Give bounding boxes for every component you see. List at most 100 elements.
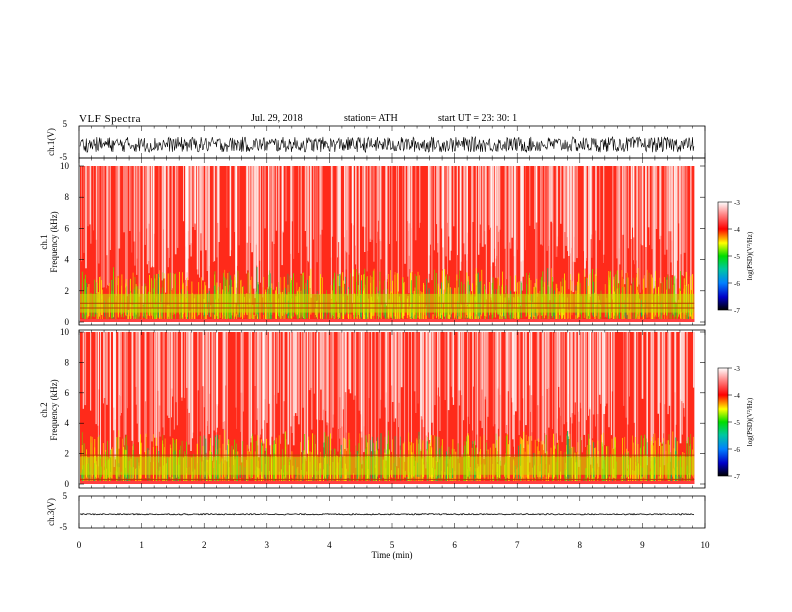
spectrogram-ch1-streak: [117, 166, 119, 286]
spectrogram-ch1-streak: [633, 166, 634, 261]
spectrogram-ch2-streak: [361, 332, 363, 417]
spectrogram-ch2-streak: [497, 332, 499, 429]
spectrogram-ch1-streak: [164, 166, 166, 279]
spectrogram-ch2-emission: [496, 472, 498, 479]
spectrogram-ch2-streak: [224, 332, 226, 461]
spectrogram-ch2-emission: [406, 476, 408, 484]
spectrogram-ch2-emission: [432, 477, 434, 484]
start-time-label: start UT = 23: 30: 1: [438, 113, 518, 124]
y-tick-label: 0: [65, 479, 70, 489]
spectrogram-ch1-emission: [614, 312, 616, 322]
spectrogram-ch1-streak: [428, 166, 430, 274]
spectrogram-ch2-streak: [213, 332, 216, 431]
spectrogram-ch1-streak: [106, 166, 108, 256]
spectrogram-ch1-emission: [562, 307, 564, 319]
spectrogram-ch1-emission: [155, 307, 156, 319]
spectrogram-ch1-streak: [585, 166, 587, 261]
spectrogram-ch2-streak: [114, 332, 117, 460]
spectrogram-ch1-streak: [163, 166, 166, 279]
spectrogram-ch2-streak: [361, 332, 363, 465]
spectrogram-ch2-streak: [355, 332, 357, 468]
spectrogram-ch2-streak: [426, 332, 429, 462]
spectrogram-ch1-streak: [535, 166, 537, 288]
colorbar-ch1: [717, 201, 729, 311]
spectrogram-ch1-streak: [95, 166, 97, 240]
spectrogram-ch2-streak: [123, 332, 125, 446]
spectrogram-ch2-streak: [475, 332, 477, 446]
x-tick-label: 6: [452, 540, 457, 550]
spectrogram-ch2-streak: [597, 332, 598, 464]
spectrogram-ch2-emission: [300, 470, 302, 481]
spectrogram-ch2-streak: [158, 332, 160, 432]
spectrogram-ch1-streak: [466, 166, 468, 261]
spectrogram-ch1-streak: [144, 166, 146, 245]
spectrogram-ch1-streak: [385, 166, 387, 306]
x-tick-label: 10: [701, 540, 711, 550]
spectrogram-ch1-emission: [329, 310, 331, 320]
spectrogram-ch1-streak: [408, 166, 410, 256]
spectrogram-ch1-streak: [366, 166, 368, 272]
spectrogram-ch1-streak: [291, 166, 293, 222]
spectrogram-ch1-streak: [686, 166, 688, 304]
spectrogram-ch1-streak: [238, 166, 240, 246]
x-tick-label: 7: [515, 540, 520, 550]
spectrogram-ch1-emission: [96, 313, 98, 321]
spectrogram-ch2-streak: [560, 332, 562, 416]
spectrogram-ch2-streak: [447, 332, 450, 411]
date-label: Jul. 29, 2018: [251, 113, 303, 124]
spectrogram-ch1-streak: [567, 166, 569, 252]
y-tick-label: 4: [65, 418, 70, 428]
spectrogram-ch2-streak: [225, 332, 227, 386]
spectrogram-ch2-streak: [123, 332, 125, 455]
spectrogram-ch1-emission: [637, 268, 639, 315]
spectrogram-ch1-streak: [407, 166, 409, 222]
spectrogram-ch2-emission: [283, 476, 285, 482]
spectrogram-ch1-streak: [511, 166, 513, 238]
spectrogram-ch1-streak: [358, 166, 360, 275]
spectrogram-ch2-streak: [103, 332, 104, 404]
spectrogram-ch2-streak: [176, 332, 178, 426]
spectrogram-ch1-streak: [411, 166, 412, 229]
spectrogram-ch2-streak: [190, 332, 192, 451]
spectrogram-ch1-streak: [115, 166, 117, 296]
colorbar-tick-label: -7: [734, 473, 740, 481]
spectrogram-ch1-emission: [466, 272, 468, 315]
spectrogram-ch1-streak: [367, 166, 369, 251]
ch1-spec-ylabel-line2: Frequency (kHz): [49, 211, 59, 272]
spectrogram-ch2-streak: [561, 332, 563, 443]
spectrogram-ch2-streak: [610, 332, 612, 436]
spectrogram-ch1-emission: [189, 310, 191, 319]
spectrogram-ch1-streak: [192, 166, 194, 227]
spectrogram-ch1-streak: [314, 166, 317, 295]
colorbar-tick-label: -4: [734, 392, 740, 400]
spectrogram-ch2-streak: [132, 332, 134, 458]
spectrogram-ch1-emission: [401, 309, 403, 318]
spectrogram-ch1-streak: [441, 166, 443, 229]
spectrogram-ch1-streak: [548, 166, 551, 301]
spectrogram-ch1-streak: [683, 166, 686, 253]
spectrogram-ch2-streak: [651, 332, 653, 459]
spectrogram-ch1-streak: [679, 166, 681, 289]
spectrogram-ch2-streak: [290, 332, 292, 427]
spectrogram-ch2-streak: [139, 332, 141, 455]
spectrogram-ch1-streak: [106, 166, 107, 289]
spectrogram-ch1-emission: [444, 269, 446, 317]
y-tick-label: 10: [60, 327, 70, 337]
spectrogram-ch2-streak: [155, 332, 158, 446]
spectrogram-ch1-emission: [608, 308, 609, 321]
spectrogram-ch1-streak: [449, 166, 452, 251]
spectrogram-ch1-emission: [283, 311, 285, 321]
spectrogram-ch2-streak: [683, 332, 685, 409]
spectrogram-ch1-streak: [347, 166, 349, 296]
spectrogram-ch1-emission: [589, 310, 591, 319]
spectrogram-ch1-emission: [628, 310, 630, 320]
spectrogram-ch1-streak: [249, 166, 251, 294]
spectrogram-ch2-emission: [548, 472, 549, 483]
spectrogram-ch1-streak: [438, 166, 440, 297]
spectrogram-ch2-streak: [241, 332, 243, 463]
spectrogram-ch1-emission: [268, 270, 270, 316]
spectrogram-ch2-streak: [119, 332, 120, 395]
spectrogram-ch2-streak: [354, 332, 356, 396]
spectrogram-ch1-streak: [330, 166, 332, 299]
